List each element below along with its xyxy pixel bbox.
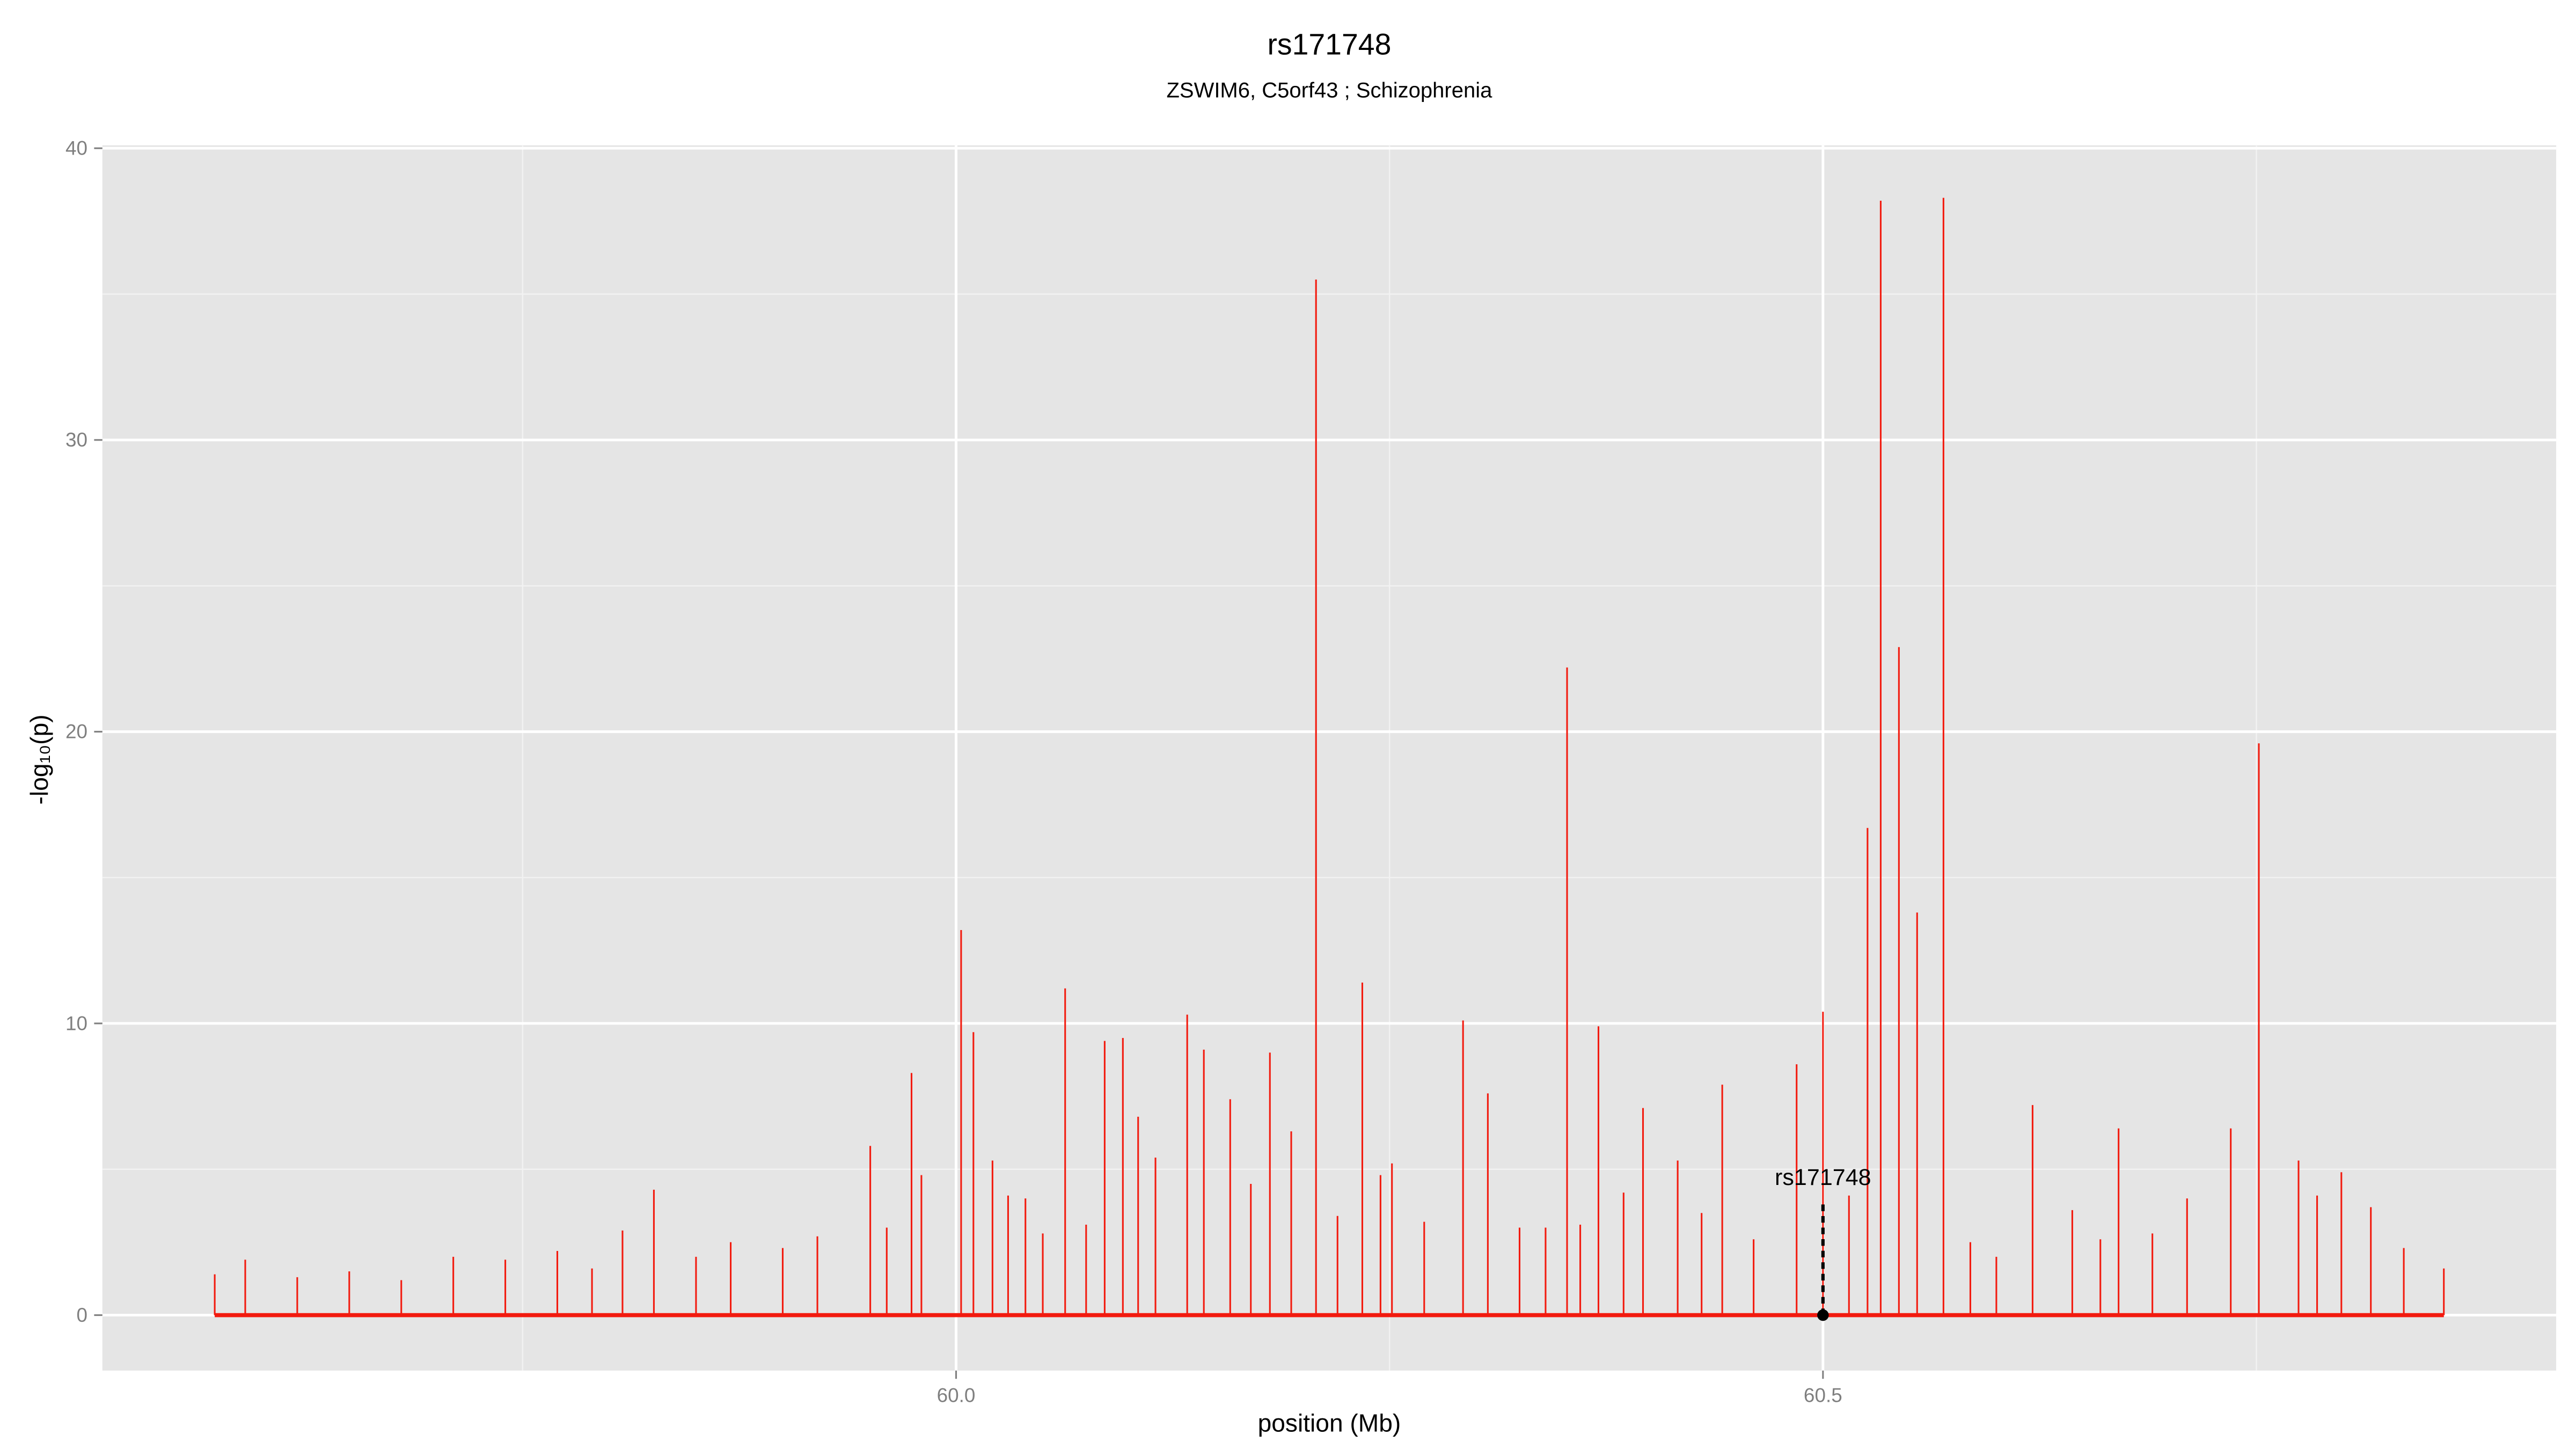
y-tick-label: 20	[65, 721, 87, 743]
x-tick-label: 60.0	[937, 1384, 976, 1406]
highlight-point	[1817, 1309, 1829, 1321]
plot-panel	[102, 145, 2557, 1371]
y-tick-label: 10	[65, 1012, 87, 1034]
highlight-label: rs171748	[1775, 1165, 1871, 1190]
x-tick-label: 60.5	[1804, 1384, 1842, 1406]
y-tick-label: 30	[65, 429, 87, 451]
chart-subtitle: ZSWIM6, C5orf43 ; Schizophrenia	[1166, 79, 1492, 103]
y-tick-label: 0	[77, 1304, 88, 1326]
y-tick-label: 40	[65, 137, 87, 159]
chart-title: rs171748	[1267, 28, 1391, 61]
x-axis-label: position (Mb)	[1258, 1409, 1401, 1437]
y-axis-label: -log₁₀(p)	[25, 714, 53, 804]
